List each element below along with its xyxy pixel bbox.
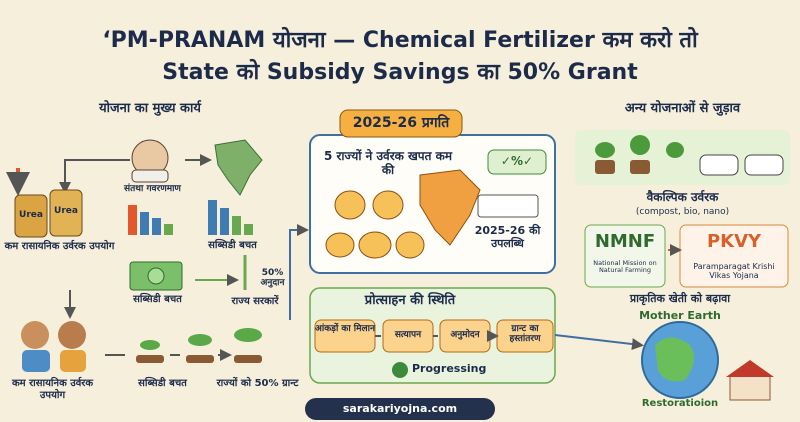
bag-label: Urea	[54, 206, 78, 216]
label: वैकल्पिक उर्वरक	[646, 190, 719, 204]
right-art	[575, 130, 790, 401]
title-line: ‘PM-PRANAM योजना — Chemical Fertilizer क…	[102, 28, 698, 53]
title-line: State को Subsidy Savings का 50% Grant	[162, 60, 638, 85]
step: ग्रान्ट का हस्तांतरण	[509, 324, 541, 345]
footer-pill	[305, 398, 495, 420]
label: सब्सिडी बचत	[208, 240, 257, 251]
section-heading: योजना का मुख्य कार्य	[99, 101, 201, 116]
step: आंकड़ों का मिलान	[315, 324, 375, 334]
flow-label: सब्सिडी बचत	[138, 378, 187, 389]
logo-text: NMNF	[594, 231, 656, 252]
label: कम रासायनिक उर्वरक उपयोग	[4, 241, 115, 252]
label: 2025-26 की उपलब्धि	[474, 224, 541, 250]
label: Mother Earth	[639, 309, 721, 322]
label: Restoratioion	[641, 398, 719, 409]
status: Progressing	[412, 362, 487, 375]
section-heading: प्रोत्साहन की स्थिति	[364, 293, 456, 308]
bag-label: Urea	[19, 210, 43, 220]
label: संतथा गवरणमाण	[124, 184, 181, 194]
step: अनुमोदन	[450, 330, 480, 340]
label: 5 राज्यों ने उर्वरक खपत कम की	[323, 149, 453, 177]
flow-label: कम रासायनिक उर्वरक उपयोग	[11, 378, 94, 401]
label: National Mission on Natural Farming	[593, 259, 657, 275]
label: Paramparagat Krishi Vikas Yojana	[693, 262, 775, 281]
label: 50% अनुदान	[260, 268, 285, 289]
middle-art	[289, 109, 644, 384]
label: प्राकृतिक खेती को बढ़ावा	[629, 292, 731, 305]
logo-text: PKVY	[706, 231, 762, 252]
badge: ✓%✓	[500, 154, 534, 168]
footer-site: sarakariyojna.com	[342, 402, 458, 415]
flow-label: राज्यों को 50% ग्रान्ट	[216, 378, 299, 389]
left-art	[6, 139, 263, 372]
label: (compost, bio, nano)	[635, 207, 730, 217]
progress-heading: 2025-26 प्रगति	[352, 115, 450, 131]
step: सत्यापन	[394, 330, 422, 340]
label: सब्सिडी बचत	[133, 294, 182, 305]
label: राज्य सरकारें	[231, 296, 279, 307]
section-heading: अन्य योजनाओं से जुड़ाव	[624, 101, 741, 116]
